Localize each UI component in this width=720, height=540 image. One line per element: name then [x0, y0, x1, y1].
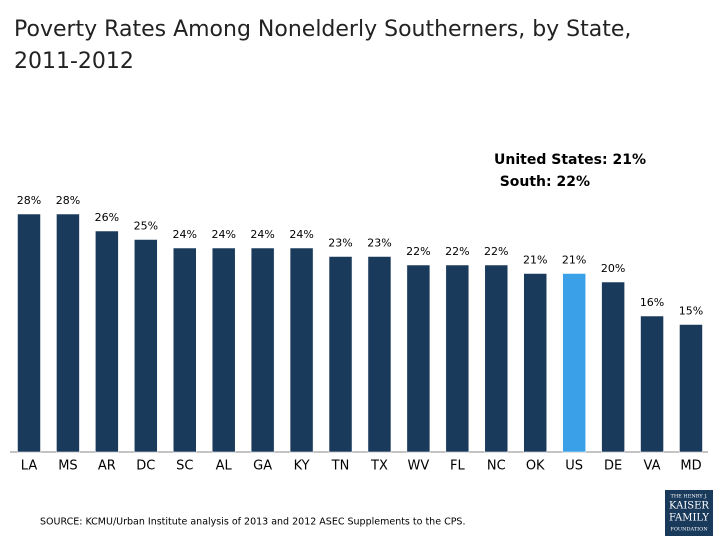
- value-label: 24%: [211, 228, 235, 241]
- logo-text: KAISER: [669, 501, 709, 512]
- x-tick-label: GA: [253, 459, 272, 474]
- x-tick-label: NC: [487, 459, 506, 474]
- x-tick-label: OK: [526, 459, 545, 474]
- chart-title: Poverty Rates Among Nonelderly Southerne…: [14, 17, 631, 42]
- value-label: 22%: [445, 245, 469, 258]
- annotation: United States: 21%: [494, 152, 646, 168]
- bar: [445, 264, 470, 453]
- value-label: 24%: [289, 228, 313, 241]
- x-tick-label: SC: [176, 459, 193, 474]
- bar: [173, 247, 197, 453]
- value-label: 23%: [328, 237, 352, 250]
- bar: [211, 247, 236, 453]
- bar: [523, 273, 547, 453]
- x-tick-label: DE: [604, 459, 622, 474]
- logo-text: THE HENRY J.: [670, 494, 707, 500]
- bar: [56, 213, 80, 453]
- x-tick-label: AR: [98, 459, 116, 474]
- value-label: 21%: [523, 254, 547, 267]
- bar: [250, 247, 275, 453]
- logo: [665, 490, 713, 536]
- x-tick-label: AL: [216, 459, 233, 474]
- value-label: 22%: [484, 245, 508, 258]
- value-label: 15%: [679, 305, 703, 318]
- value-label: 24%: [250, 228, 274, 241]
- logo-text: FOUNDATION: [670, 527, 708, 533]
- bar: [134, 239, 158, 453]
- value-label: 26%: [95, 211, 119, 224]
- bar: [562, 273, 586, 453]
- bar: [640, 315, 664, 453]
- value-label: 16%: [640, 296, 664, 309]
- logo-text: FAMILY: [669, 513, 709, 524]
- bar: [95, 230, 119, 453]
- bar: [367, 256, 392, 453]
- x-tick-label: TN: [331, 459, 350, 474]
- value-label: 25%: [134, 220, 158, 233]
- x-tick-label: KY: [294, 459, 310, 474]
- x-tick-label: FL: [450, 459, 465, 474]
- source: SOURCE: KCMU/Urban Institute analysis of…: [40, 517, 465, 528]
- bar: [406, 264, 431, 453]
- value-label: 28%: [56, 194, 80, 207]
- bar: [601, 281, 625, 453]
- value-label: 23%: [367, 237, 391, 250]
- value-label: 21%: [562, 254, 586, 267]
- bar: [484, 264, 509, 453]
- x-tick-label: US: [565, 459, 583, 474]
- annotation: South: 22%: [500, 174, 590, 190]
- x-tick-label: MS: [58, 459, 77, 474]
- bar: [17, 213, 41, 453]
- value-label: 28%: [17, 194, 41, 207]
- x-tick-label: MD: [680, 459, 701, 474]
- x-tick-label: WV: [408, 459, 430, 474]
- value-label: 22%: [406, 245, 430, 258]
- value-label: 24%: [173, 228, 197, 241]
- bar: [328, 256, 353, 453]
- x-tick-label: DC: [136, 459, 155, 474]
- x-tick-label: LA: [21, 459, 38, 474]
- bar: [289, 247, 314, 453]
- x-tick-label: TX: [370, 459, 388, 474]
- x-tick-label: VA: [644, 459, 661, 474]
- value-label: 20%: [601, 262, 625, 275]
- bar: [679, 324, 703, 453]
- chart-title: 2011-2012: [14, 49, 134, 74]
